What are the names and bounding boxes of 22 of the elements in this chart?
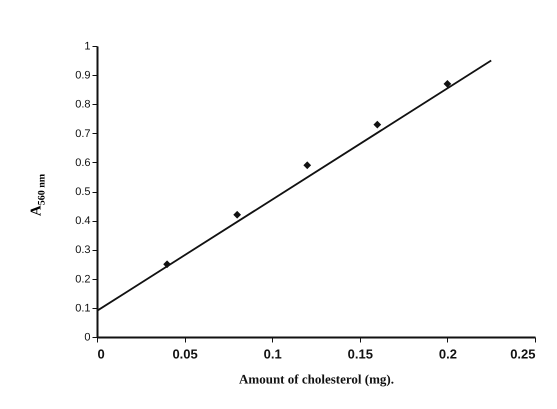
x-tick-label: 0.15: [348, 346, 373, 362]
y-tick-label: 0.2: [75, 273, 90, 286]
x-tick-label: 0: [98, 346, 105, 362]
y-tick-label: 1: [84, 40, 90, 52]
y-tick-label: 0.7: [75, 128, 90, 140]
point: [444, 80, 452, 88]
x-axis-title: Amount of cholesterol (mg).: [238, 372, 394, 386]
point: [303, 161, 312, 170]
y-tick-label: 0.6: [75, 156, 90, 169]
x-tick-label: 0.25: [510, 346, 536, 362]
point: [373, 120, 382, 128]
y-tick-label: 0.9: [75, 70, 90, 82]
y-tick-label: 0.3: [75, 244, 90, 256]
y-tick-label: 0.8: [75, 98, 90, 111]
y-tick-label: 0.5: [75, 186, 90, 198]
y-tick-label: 0.4: [75, 215, 90, 228]
y-tick-label: 0.1: [75, 302, 90, 314]
x-tick-label: 0.05: [172, 346, 198, 362]
x-tick-label: 0.2: [438, 346, 457, 362]
y-tick-label: 0: [84, 332, 90, 344]
point: [233, 210, 242, 219]
x-tick-label: 0.1: [264, 346, 282, 362]
